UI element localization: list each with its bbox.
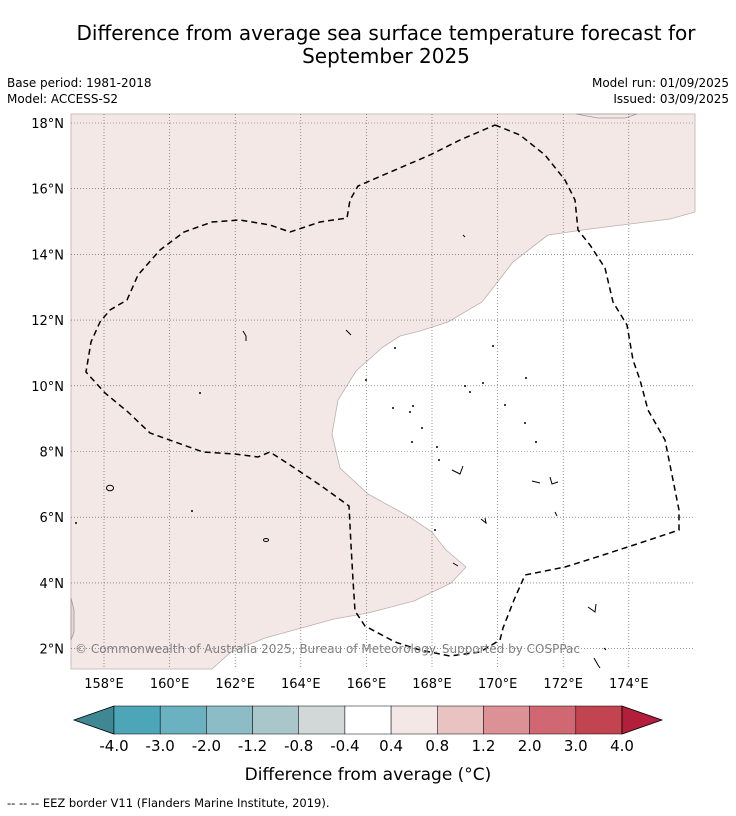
atoll-dot — [199, 392, 201, 394]
lat-tick-label: 8°N — [40, 446, 65, 461]
island-outline — [587, 603, 597, 613]
copyright-watermark: © Commonwealth of Australia 2025, Bureau… — [75, 642, 580, 656]
island-outline — [451, 465, 464, 475]
island-outline — [531, 476, 559, 485]
atoll-dot — [434, 529, 436, 531]
atoll-dot — [411, 441, 413, 443]
atoll-dot — [525, 377, 527, 379]
colorbar-tick-label: 3.0 — [564, 737, 588, 755]
lat-tick-label: 6°N — [40, 511, 65, 526]
atoll-dot — [394, 347, 396, 349]
coast-top-right — [575, 113, 638, 119]
atoll-dot — [535, 441, 537, 443]
island-outline — [263, 538, 269, 542]
atoll-dot — [421, 427, 423, 429]
lat-tick-label: 14°N — [31, 248, 64, 263]
colorbar-tick-label: 0.4 — [379, 737, 403, 755]
atoll-dot — [409, 411, 411, 413]
atoll-dot — [464, 385, 466, 387]
colorbar-segment — [529, 705, 577, 735]
atoll-dot — [504, 404, 506, 406]
colorbar-segment — [113, 705, 161, 735]
coast-left-edge — [70, 597, 75, 641]
lon-tick-label: 174°E — [609, 677, 649, 692]
island-outlines — [106, 234, 607, 669]
colorbar-segment — [344, 705, 392, 735]
colorbar-segment — [298, 705, 346, 735]
island-outline — [462, 234, 466, 238]
colorbar-under-arrow — [72, 705, 115, 735]
colorbar-tick-label: -4.0 — [99, 737, 128, 755]
colorbar-tick-label: 0.8 — [425, 737, 449, 755]
colorbar-label: Difference from average (°C) — [245, 765, 492, 785]
model-run: Model run: 01/09/2025 — [591, 76, 729, 90]
island-outline — [452, 562, 459, 567]
colorbar-tick-label: -2.0 — [192, 737, 221, 755]
atoll-dots — [75, 345, 537, 531]
colorbar-tick-label: -3.0 — [146, 737, 175, 755]
map-title: Difference from average sea surface temp… — [76, 21, 696, 68]
eez-legend-note: -- -- -- EEZ border V11 (Flanders Marine… — [7, 796, 330, 810]
lon-tick-label: 168°E — [412, 677, 452, 692]
colorbar-tick-label: -0.8 — [284, 737, 313, 755]
atoll-dot — [412, 405, 414, 407]
colorbar-tick-labels: -4.0 -3.0 -2.0 -1.2 -0.8 -0.4 0.4 0.8 1.2 2.0 3.0 4… — [99, 737, 634, 755]
atoll-dot — [75, 522, 77, 524]
lon-tick-label: 160°E — [150, 677, 190, 692]
colorbar-segment — [390, 705, 438, 735]
lon-tick-label: 162°E — [215, 677, 255, 692]
lon-tick-label: 166°E — [347, 677, 387, 692]
eez-border — [85, 124, 680, 657]
colorbar-tick-label: 4.0 — [610, 737, 634, 755]
island-outline — [554, 511, 558, 517]
atoll-dot — [392, 407, 394, 409]
issued-date: Issued: 03/09/2025 — [613, 92, 729, 106]
atoll-dot — [438, 459, 440, 461]
latitude-labels: 18°N 16°N 14°N 12°N 10°N 8°N 6°N 4°N 2°N — [31, 117, 64, 658]
colorbar — [72, 705, 664, 735]
lat-tick-label: 2°N — [40, 643, 65, 658]
lat-tick-label: 12°N — [31, 314, 64, 329]
colorbar-segment — [483, 705, 530, 735]
colorbar-segment — [437, 705, 484, 735]
island-outline — [593, 657, 601, 669]
island-outline — [603, 647, 607, 651]
colorbar-tick-label: -1.2 — [238, 737, 267, 755]
atoll-dot — [492, 345, 494, 347]
colorbar-segment — [206, 705, 253, 735]
lon-tick-label: 172°E — [543, 677, 583, 692]
atoll-dot — [469, 391, 471, 393]
colorbar-over-arrow — [621, 705, 664, 735]
meta-left: Base period: 1981-2018 Model: ACCESS-S2 — [7, 75, 152, 107]
colorbar-segment — [252, 705, 299, 735]
lon-tick-label: 164°E — [281, 677, 321, 692]
lat-tick-label: 16°N — [31, 183, 64, 198]
atoll-dot — [436, 446, 438, 448]
lat-tick-label: 4°N — [40, 577, 65, 592]
colorbar-segment — [575, 705, 623, 735]
meta-right: Model run: 01/09/2025 Issued: 03/09/2025 — [592, 75, 729, 107]
lon-tick-label: 158°E — [84, 677, 124, 692]
atoll-dot — [365, 379, 367, 381]
colorbar-tick-label: 2.0 — [518, 737, 542, 755]
atoll-dot — [191, 510, 193, 512]
anomaly-region-0-4-to-0-8 — [70, 113, 696, 670]
model-name: Model: ACCESS-S2 — [7, 92, 119, 106]
graticule — [71, 114, 695, 669]
island-outline — [480, 517, 487, 525]
island-outline — [106, 484, 114, 492]
colorbar-tick-label: 1.2 — [472, 737, 496, 755]
longitude-labels: 158°E 160°E 162°E 164°E 166°E 168°E 170°E 172°E… — [84, 677, 648, 692]
colorbar-segment — [159, 705, 207, 735]
base-period: Base period: 1981-2018 — [7, 76, 152, 90]
island-outline — [345, 329, 352, 336]
colorbar-tick-label: -0.4 — [330, 737, 359, 755]
atoll-dot — [482, 382, 484, 384]
lat-tick-label: 10°N — [31, 380, 64, 395]
atoll-dot — [524, 422, 526, 424]
lon-tick-label: 170°E — [478, 677, 518, 692]
island-outline — [242, 330, 247, 341]
lat-tick-label: 18°N — [31, 117, 64, 132]
